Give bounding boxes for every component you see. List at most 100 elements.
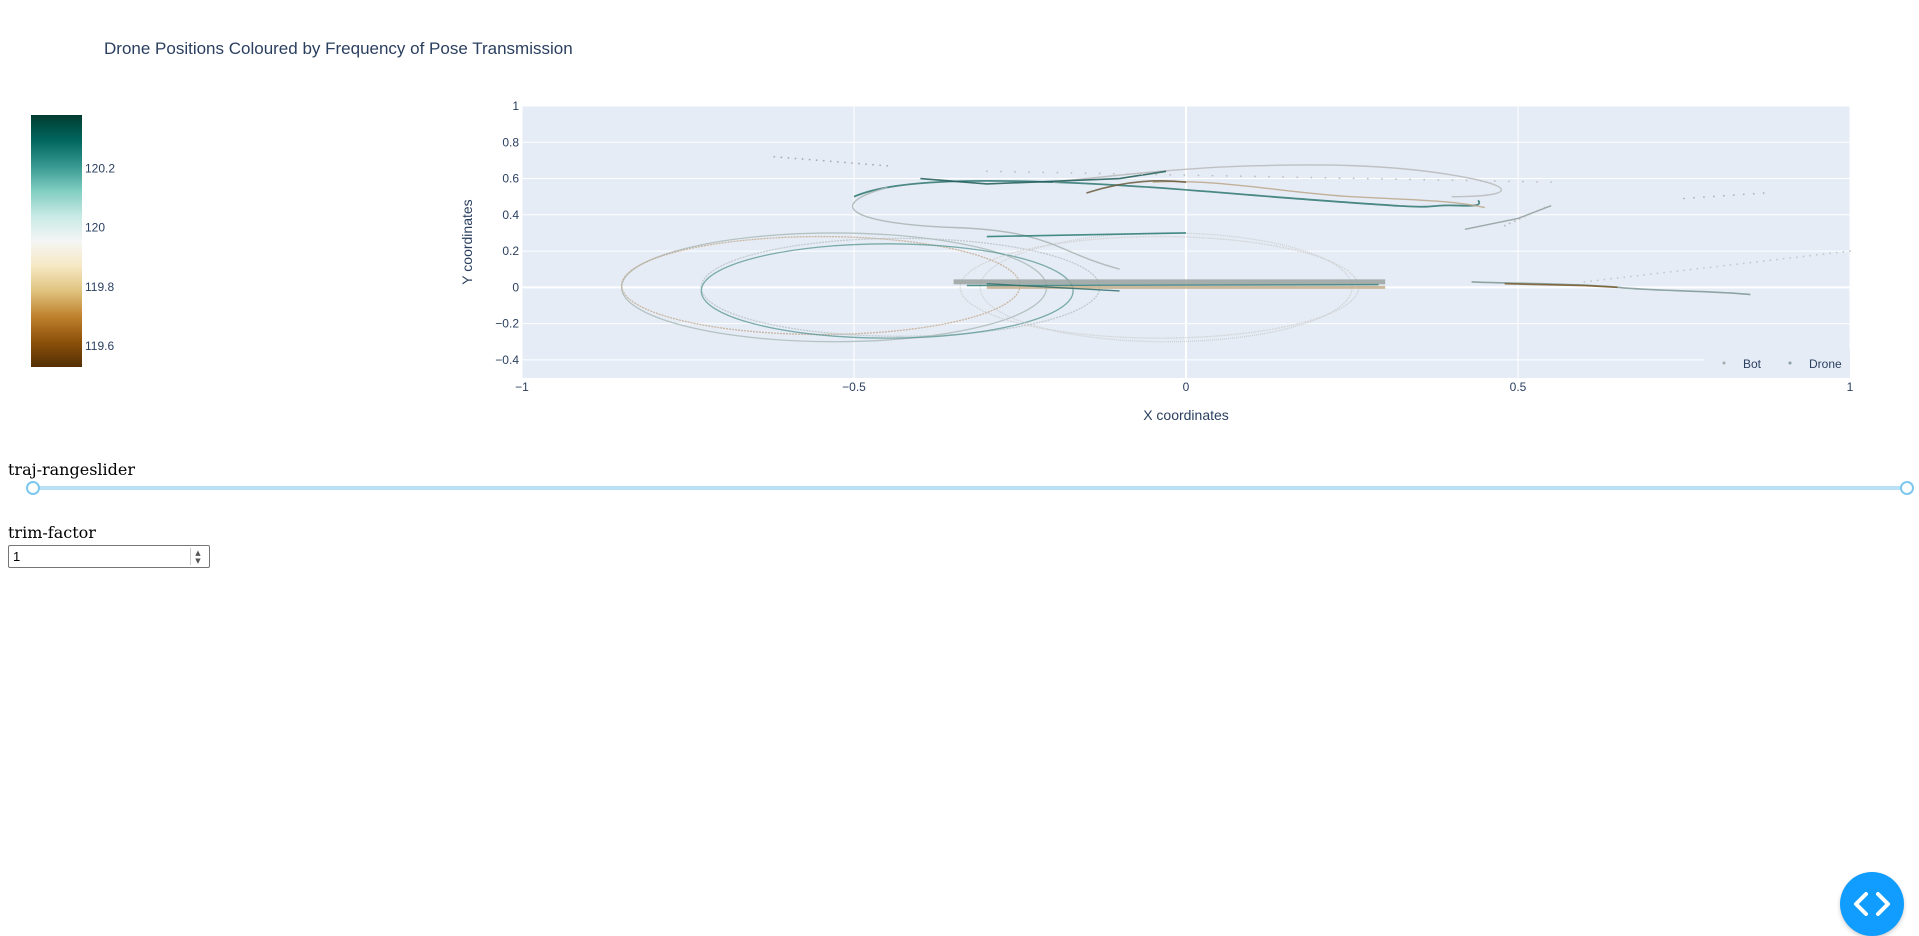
drone-point [1533, 211, 1536, 213]
drone-point [1693, 196, 1695, 199]
range-slider-handle-max[interactable] [1900, 481, 1914, 495]
drone-point [1380, 177, 1383, 180]
x-axis-ticks: −1 −0.5 0 0.5 1 [515, 380, 1854, 394]
drone-point [1296, 176, 1299, 179]
drone-point [1536, 180, 1538, 183]
y-tick-label: 0.2 [502, 244, 519, 258]
drone-point [1643, 274, 1646, 276]
colorbar-tick-label: 119.6 [85, 339, 114, 353]
legend: Bot Drone [1704, 348, 1850, 378]
drone-point [1716, 265, 1719, 268]
legend-item-drone[interactable]: Drone [1788, 357, 1843, 371]
drone-point [1183, 174, 1186, 176]
drone-point [1352, 177, 1355, 180]
drone-point [1722, 194, 1725, 197]
drone-point [1211, 174, 1214, 177]
drone-point [1550, 181, 1553, 184]
drone-point [1523, 215, 1526, 218]
y-tick-label: 0 [512, 280, 519, 294]
drone-point [1689, 268, 1692, 271]
drone-trajectory [986, 283, 1120, 292]
range-slider-handle-min[interactable] [26, 481, 40, 495]
drone-point [1465, 179, 1468, 182]
drone-point [1324, 176, 1327, 179]
drone-point [1508, 222, 1511, 225]
drone-point [1782, 257, 1785, 260]
drone-point [1239, 175, 1242, 178]
drone-point [1366, 177, 1369, 180]
y-axis-label: Y coordinates [459, 199, 475, 284]
drone-point [1513, 220, 1516, 223]
drone-point [815, 159, 818, 162]
drone-point [1802, 255, 1805, 258]
drone-point [1042, 171, 1045, 174]
legend-label-drone: Drone [1809, 357, 1842, 371]
trim-factor-input[interactable] [8, 545, 210, 568]
drone-point [773, 155, 776, 158]
drone-point [1835, 251, 1838, 254]
drone-point [1762, 192, 1765, 194]
y-tick-label: 0.6 [502, 172, 519, 186]
drone-point [1795, 256, 1798, 259]
drone-point [1451, 179, 1454, 182]
drone-point [1014, 170, 1016, 173]
drone-point [1709, 266, 1712, 269]
code-toggle-button[interactable] [1840, 872, 1904, 936]
drone-point [1776, 258, 1778, 261]
colorbar-tick-label: 120 [85, 221, 105, 235]
drone-point [1683, 269, 1685, 272]
drone-point [1815, 254, 1818, 256]
drone-point [1636, 274, 1639, 277]
drone-point [1663, 271, 1665, 274]
drone-trajectory [986, 232, 1187, 238]
drone-trajectory [1504, 282, 1618, 289]
drone-point [886, 164, 889, 167]
drone-point [1762, 260, 1765, 262]
drone-point [1829, 252, 1831, 255]
legend-item-bot[interactable]: Bot [1722, 357, 1762, 371]
drone-point [1590, 280, 1592, 283]
drone-point [1722, 264, 1725, 267]
drone-point [1070, 172, 1073, 174]
drone-point [1736, 263, 1739, 266]
y-tick-label: 0.8 [502, 135, 519, 149]
drone-point [794, 157, 797, 160]
x-axis-label: X coordinates [1143, 407, 1229, 423]
trim-factor-spinner[interactable]: ▲ ▼ [190, 548, 205, 565]
drone-point [1127, 173, 1129, 175]
drone-point [1493, 180, 1496, 182]
drone-point [1742, 262, 1745, 265]
legend-label-bot: Bot [1743, 357, 1762, 371]
x-tick-label: 1 [1847, 380, 1854, 394]
drone-point [1395, 178, 1397, 181]
range-slider-label: traj-rangeslider [8, 460, 135, 479]
drone-trajectory [852, 186, 1120, 270]
range-slider-track[interactable] [32, 486, 1908, 490]
drone-point [1583, 280, 1586, 283]
drone-point [872, 163, 874, 166]
drone-trajectory [1053, 164, 1502, 198]
drone-point [1503, 224, 1506, 227]
drone-point [1437, 179, 1440, 181]
drone-point [1729, 264, 1732, 266]
drone-trajectory [1152, 180, 1485, 209]
drone-point [1842, 250, 1845, 253]
drone-point [1522, 180, 1524, 183]
drone-trajectory [853, 179, 1481, 208]
drone-point [1338, 177, 1341, 179]
drone-point [1112, 172, 1115, 175]
drone-point [1629, 275, 1632, 278]
drone-point [1623, 276, 1626, 279]
drone-point [1822, 253, 1825, 256]
y-tick-label: 0.4 [502, 208, 519, 222]
drone-point [1610, 277, 1612, 280]
drone-point [787, 157, 790, 159]
colorbar-ticks: 120.2 120 119.8 119.6 [85, 161, 115, 353]
drone-point [1141, 173, 1143, 176]
drone-point [1696, 267, 1699, 270]
drone-point [1268, 175, 1270, 178]
drone-point [801, 158, 804, 160]
drone-point [822, 159, 825, 162]
y-tick-label: 1 [512, 99, 519, 113]
drone-point [1789, 257, 1792, 259]
